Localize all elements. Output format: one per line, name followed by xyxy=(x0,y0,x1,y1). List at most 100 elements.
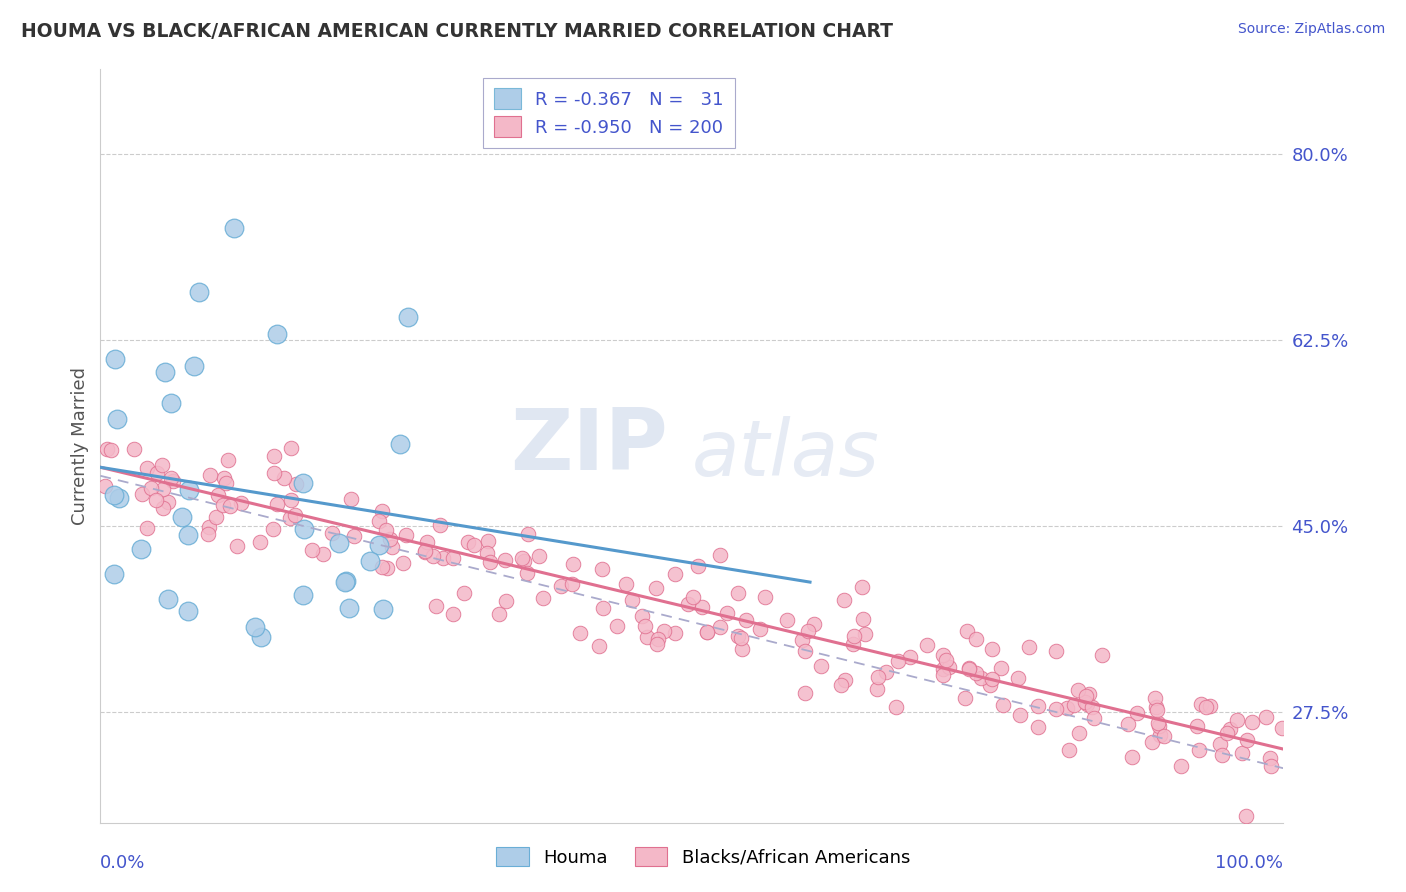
Point xyxy=(1074,689,1097,703)
Point xyxy=(682,590,704,604)
Point xyxy=(1208,737,1230,751)
Point xyxy=(150,458,173,472)
Point xyxy=(159,471,181,485)
Point xyxy=(561,577,583,591)
Point xyxy=(219,500,242,514)
Point xyxy=(932,648,955,662)
Point xyxy=(1185,718,1208,732)
Point xyxy=(215,475,238,490)
Point xyxy=(136,460,159,475)
Point xyxy=(141,481,163,495)
Point xyxy=(292,588,315,602)
Point xyxy=(375,561,398,575)
Point xyxy=(1254,710,1277,724)
Point xyxy=(634,618,657,632)
Point xyxy=(1195,699,1218,714)
Point xyxy=(696,624,718,639)
Point xyxy=(159,396,181,410)
Point xyxy=(1258,751,1281,765)
Point xyxy=(156,592,179,607)
Point xyxy=(965,666,987,681)
Text: atlas: atlas xyxy=(692,416,880,491)
Point xyxy=(100,443,122,458)
Point xyxy=(145,493,167,508)
Point xyxy=(1140,735,1163,749)
Point xyxy=(981,673,1004,687)
Point xyxy=(211,498,233,512)
Point xyxy=(1170,758,1192,772)
Point xyxy=(1191,697,1213,711)
Point xyxy=(389,437,412,451)
Point xyxy=(122,442,145,457)
Point xyxy=(292,522,315,536)
Point xyxy=(312,547,335,561)
Point xyxy=(494,552,516,566)
Point xyxy=(453,586,475,600)
Point xyxy=(105,412,128,426)
Point xyxy=(103,566,125,581)
Point xyxy=(527,549,550,563)
Point xyxy=(395,528,418,542)
Point xyxy=(337,600,360,615)
Point xyxy=(690,600,713,615)
Point xyxy=(381,541,404,555)
Point xyxy=(1007,671,1029,685)
Point xyxy=(731,641,754,656)
Point xyxy=(103,487,125,501)
Point xyxy=(735,613,758,627)
Text: ZIP: ZIP xyxy=(510,404,668,488)
Point xyxy=(1144,690,1167,705)
Point xyxy=(183,359,205,374)
Point xyxy=(884,700,907,714)
Point xyxy=(373,602,395,616)
Point xyxy=(686,559,709,574)
Point xyxy=(273,471,295,485)
Text: 100.0%: 100.0% xyxy=(1215,854,1284,872)
Point xyxy=(413,544,436,558)
Point xyxy=(250,631,273,645)
Point xyxy=(108,491,131,505)
Point xyxy=(375,524,398,538)
Point xyxy=(1010,708,1032,723)
Point xyxy=(1091,648,1114,663)
Point xyxy=(96,442,118,456)
Point xyxy=(510,550,533,565)
Point xyxy=(1236,733,1258,747)
Point xyxy=(1077,687,1099,701)
Point xyxy=(1149,719,1171,733)
Point xyxy=(262,522,284,536)
Point xyxy=(1067,726,1090,740)
Point xyxy=(664,626,686,640)
Point xyxy=(696,624,718,639)
Point xyxy=(266,497,288,511)
Point xyxy=(851,580,873,594)
Point xyxy=(104,351,127,366)
Point xyxy=(1153,729,1175,743)
Point xyxy=(915,639,938,653)
Point xyxy=(991,698,1014,712)
Point xyxy=(730,631,752,645)
Point xyxy=(1026,698,1049,713)
Point xyxy=(636,630,658,644)
Point xyxy=(516,566,538,580)
Point xyxy=(647,632,669,646)
Point xyxy=(645,582,668,596)
Point xyxy=(970,671,993,685)
Point xyxy=(652,624,675,639)
Point xyxy=(1149,728,1171,742)
Point xyxy=(957,662,980,676)
Point xyxy=(328,535,350,549)
Point xyxy=(226,539,249,553)
Point xyxy=(172,510,194,524)
Point xyxy=(810,659,832,673)
Point xyxy=(207,488,229,502)
Point xyxy=(1116,716,1139,731)
Text: 0.0%: 0.0% xyxy=(100,854,146,872)
Point xyxy=(792,633,814,648)
Point xyxy=(188,285,211,299)
Point xyxy=(217,453,239,467)
Point xyxy=(1234,808,1257,822)
Point xyxy=(645,637,668,651)
Point xyxy=(797,624,820,638)
Point xyxy=(155,365,177,379)
